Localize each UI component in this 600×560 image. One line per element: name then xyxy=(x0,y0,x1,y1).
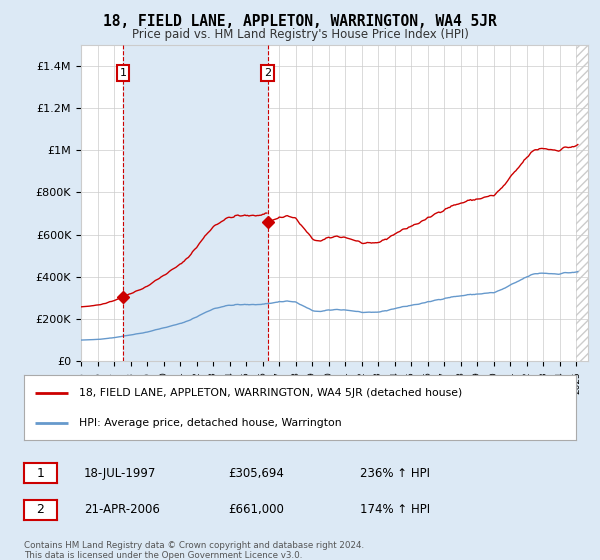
Text: 21-APR-2006: 21-APR-2006 xyxy=(84,503,160,516)
Text: HPI: Average price, detached house, Warrington: HPI: Average price, detached house, Warr… xyxy=(79,418,342,428)
Text: Contains HM Land Registry data © Crown copyright and database right 2024.
This d: Contains HM Land Registry data © Crown c… xyxy=(24,541,364,560)
Text: 18-JUL-1997: 18-JUL-1997 xyxy=(84,466,157,480)
Bar xyxy=(123,45,268,361)
Text: 18, FIELD LANE, APPLETON, WARRINGTON, WA4 5JR (detached house): 18, FIELD LANE, APPLETON, WARRINGTON, WA… xyxy=(79,388,463,398)
Text: 236% ↑ HPI: 236% ↑ HPI xyxy=(360,466,430,480)
Text: £305,694: £305,694 xyxy=(228,466,284,480)
Text: 2: 2 xyxy=(37,503,44,516)
Text: 1: 1 xyxy=(37,466,44,480)
Text: 18, FIELD LANE, APPLETON, WARRINGTON, WA4 5JR: 18, FIELD LANE, APPLETON, WARRINGTON, WA… xyxy=(103,14,497,29)
Text: 1: 1 xyxy=(119,68,127,78)
Text: 2: 2 xyxy=(264,68,271,78)
Text: Price paid vs. HM Land Registry's House Price Index (HPI): Price paid vs. HM Land Registry's House … xyxy=(131,28,469,41)
Text: 174% ↑ HPI: 174% ↑ HPI xyxy=(360,503,430,516)
Text: £661,000: £661,000 xyxy=(228,503,284,516)
